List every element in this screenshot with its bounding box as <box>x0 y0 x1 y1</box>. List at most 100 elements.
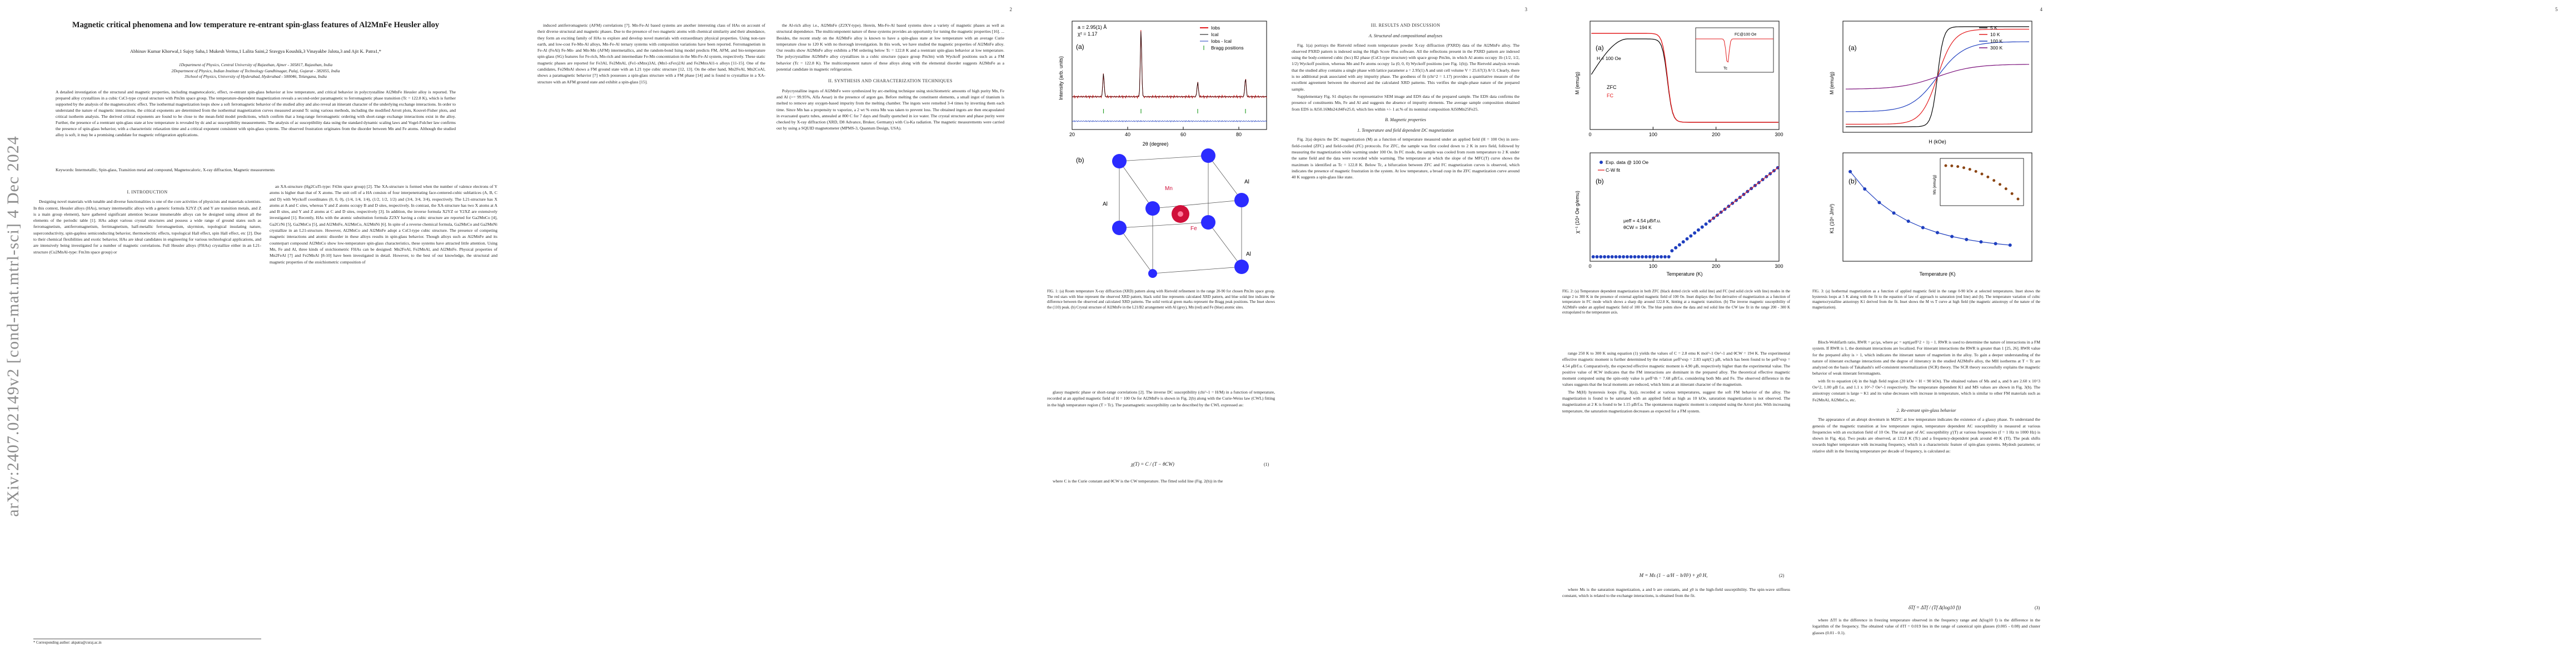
inset-point <box>1950 164 1954 167</box>
figure-2: (a) H = 100 Oe ZFC FC FC@100 Oe Tc M (em… <box>1557 17 1790 278</box>
x-tick-label: 200 <box>1712 132 1720 137</box>
data-point <box>1656 255 1660 258</box>
chi-ylabel: χ⁻¹ (10⁴ Oe g/emu) <box>1575 191 1580 233</box>
data-point <box>1670 249 1674 253</box>
paragraph: an XA-structure (Hg2CuTi-type: F43m spac… <box>270 184 497 265</box>
panel-label-a: (a) <box>1848 44 1857 52</box>
legend-cal: Ical <box>1211 32 1218 37</box>
data-point <box>1648 255 1652 258</box>
paragraph: where C is the Curie constant and θCW is… <box>1053 479 1223 484</box>
data-point <box>1877 201 1881 205</box>
keywords: Keywords: Intermetallic, Spin-glass, Tra… <box>56 167 275 172</box>
p1-column-left: I. INTRODUCTION Designing novel material… <box>33 183 261 256</box>
data-point <box>1685 237 1689 241</box>
xrd-plot-frame <box>1072 21 1267 130</box>
data-point <box>1618 255 1622 258</box>
page-1: arXiv:2407.02149v2 [cond-mat.mtrl-sci] 4… <box>0 0 512 667</box>
data-point <box>1689 234 1693 238</box>
fc-label: FC <box>1607 93 1613 98</box>
k1-plot-frame <box>1842 152 2032 262</box>
figure-3: (a) 5 K 10 K 100 K 300 K M (emu/g) H (kOe) … <box>1812 17 2046 278</box>
data-point <box>1599 255 1603 258</box>
p3-column-left-bottom: glassy magnetic phase or short-range cor… <box>1047 389 1275 409</box>
mh-ylabel: M (emu/g) <box>1829 72 1835 94</box>
data-point <box>1681 240 1685 244</box>
equation-2: M = Ms (1 − a/H − b/H²) + χ0 H, <box>1639 573 1708 578</box>
x-tick-label: 80 <box>1236 132 1242 137</box>
data-point <box>1696 228 1700 232</box>
data-point <box>1633 255 1637 258</box>
al-atom <box>1112 221 1127 235</box>
derivative-series <box>1696 38 1773 63</box>
inset-point <box>2004 187 2007 191</box>
theta-cw: θCW = 194 K <box>1623 225 1652 230</box>
inset-frame <box>1695 27 1774 73</box>
k1-series <box>1850 171 2010 246</box>
page-number: 4 <box>2040 7 2043 12</box>
mt-ylabel: M (emu/g) <box>1575 72 1580 94</box>
arxiv-stamp: arXiv:2407.02149v2 [cond-mat.mtrl-sci] 4… <box>4 136 22 517</box>
page-number: 2 <box>1009 7 1013 12</box>
label-al: Al <box>1103 201 1108 207</box>
p4-column-left: range 250 K to 300 K using equation (1) … <box>1562 350 1790 415</box>
inset-point <box>1986 175 1990 178</box>
inset-point <box>2016 197 2020 201</box>
legend-bragg: Bragg positions <box>1211 45 1244 51</box>
paragraph: glassy magnetic phase or short-range cor… <box>1047 390 1275 407</box>
xrd-calculated-series <box>1072 31 1267 97</box>
affiliation-2: 2Department of Physics, Indian Institute… <box>171 68 340 73</box>
figure-1-svg: a = 2.95(1) Å χ² = 1.17 (a) Iobs Ical Io… <box>1058 21 1267 278</box>
data-point <box>1892 211 1896 215</box>
al-atom <box>1234 193 1249 207</box>
paragraph: with fit to equation (4) in the high fie… <box>1812 378 2040 402</box>
paragraph: The M(H) hysteresis loops (Fig. 3(a)), r… <box>1562 389 1790 414</box>
inset-point <box>1974 170 1977 173</box>
xrd-observed-series <box>1072 30 1267 99</box>
data-point <box>1950 235 1954 238</box>
paragraph: Fig. 2(a) depicts the DC magnetization (… <box>1292 137 1519 180</box>
paragraph: Polycrystalline ingots of Al2MnFe were s… <box>776 88 1004 131</box>
mh-plot-frame <box>1842 21 2032 133</box>
data-point <box>1652 255 1656 258</box>
paragraph: Bloch-Wohlfarth ratio, RWR = μc/μs, wher… <box>1812 340 2040 376</box>
al-atom <box>1201 215 1215 230</box>
xrd-difference-series <box>1072 120 1267 122</box>
inset-point <box>2010 192 2014 195</box>
data-point <box>1641 255 1645 258</box>
panel-label-b: (b) <box>1848 177 1857 185</box>
mt-plot-frame <box>1590 21 1780 130</box>
p3-column-right: III. RESULTS AND DISCUSSION A. Structura… <box>1292 22 1519 182</box>
inset-ylabel: Ms (emu/g) <box>1933 175 1937 195</box>
data-point <box>1660 255 1663 258</box>
inset-point <box>1962 166 1965 170</box>
equation-1-number: (1) <box>1264 462 1269 467</box>
data-point <box>1637 255 1641 258</box>
data-point <box>1614 255 1618 258</box>
legend-label: 300 K <box>1990 45 2003 51</box>
x-tick-label: 300 <box>1775 263 1783 269</box>
legend-label: 100 K <box>1990 38 2003 44</box>
page-3: 3 a = 2.95(1) Å χ² = 1.17 (a) Iobs Ical … <box>1030 0 1543 667</box>
equation-3-number: (3) <box>2035 605 2040 610</box>
data-point <box>1644 255 1648 258</box>
xrd-x-ticks: 20 40 60 80 <box>1069 127 1242 137</box>
tc-label: Tc <box>1723 67 1728 71</box>
panel-label-a: (a) <box>1076 43 1084 51</box>
label-mn: Mn <box>1165 186 1173 192</box>
data-point <box>1863 187 1867 191</box>
subsubsection-heading: 1. Temperature and field dependent DC ma… <box>1357 128 1454 133</box>
chi-inverse-series <box>1591 166 1780 258</box>
abstract: A detailed investigation of the structur… <box>56 89 456 137</box>
al-atom <box>1234 260 1249 274</box>
page-number: 3 <box>1524 7 1528 12</box>
p4-column-right-bottom: where ΔTf is the difference in freezing … <box>1812 617 2040 637</box>
data-point <box>1965 237 1969 241</box>
data-point <box>1906 220 1910 223</box>
equation-1: χ(T) = C / (T − θCW) <box>1131 461 1174 467</box>
chi-square: χ² = 1.17 <box>1078 31 1098 37</box>
k1-ylabel: K1 (10⁶ J/m³) <box>1829 204 1835 233</box>
p1-column-right: an XA-structure (Hg2CuTi-type: F43m spac… <box>270 183 497 266</box>
x-tick-label: 20 <box>1069 132 1075 137</box>
legend-exp: Exp. data @ 100 Oe <box>1606 160 1648 165</box>
equation-2-number: (2) <box>1779 573 1785 578</box>
